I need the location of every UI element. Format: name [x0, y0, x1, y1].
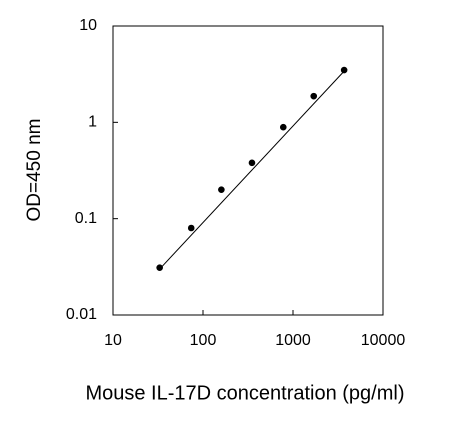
y-tick-label: 0.01: [66, 306, 97, 323]
data-point: [187, 224, 195, 232]
x-tick-label: 100: [190, 332, 217, 349]
x-tick-label: 1000: [275, 332, 311, 349]
data-point: [279, 123, 287, 131]
x-tick-label: 10: [104, 332, 122, 349]
data-point: [310, 92, 318, 100]
y-axis-label: OD=450 nm: [24, 119, 45, 222]
fit-line: [159, 70, 345, 270]
y-tick-label: 10: [79, 17, 97, 34]
data-point: [156, 264, 163, 271]
y-tick-label: 0.1: [75, 210, 97, 227]
data-point: [248, 159, 256, 167]
plot-frame: [112, 25, 384, 316]
x-tick-label: 10000: [361, 332, 406, 349]
data-point: [218, 186, 225, 193]
data-point: [340, 66, 348, 74]
x-axis-label: Mouse IL-17D concentration (pg/ml): [85, 382, 404, 404]
y-tick-label: 1: [88, 114, 97, 131]
